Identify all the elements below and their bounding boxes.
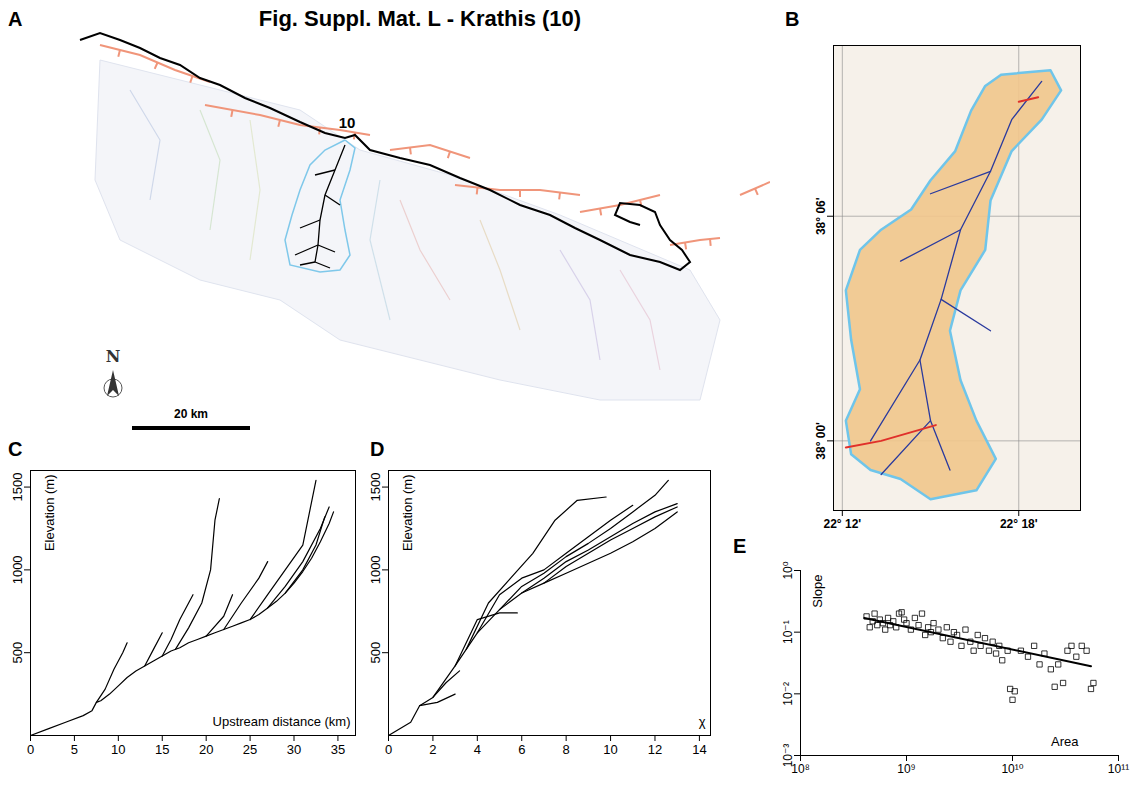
svg-text:1000: 1000: [10, 555, 25, 584]
svg-text:10: 10: [111, 742, 125, 757]
html-text:Fig. Suppl. Mat. L - Krathis (: Fig. Suppl. Mat. L - Krathis (10): [258, 6, 582, 31]
html-text:C: C: [8, 438, 23, 460]
svg-text:Elevation (m): Elevation (m): [400, 475, 415, 552]
svg-text:10⁻²: 10⁻²: [781, 682, 795, 706]
svg-text:5: 5: [71, 742, 78, 757]
svg-text:4: 4: [474, 742, 481, 757]
svg-text:10: 10: [339, 114, 356, 131]
svg-text:Elevation (m): Elevation (m): [42, 475, 57, 552]
svg-text:500: 500: [10, 642, 25, 664]
svg-text:10⁻¹: 10⁻¹: [781, 620, 795, 644]
svg-text:500: 500: [368, 642, 383, 664]
svg-text:14: 14: [692, 742, 706, 757]
html-text:B: B: [785, 8, 800, 30]
svg-text:1500: 1500: [10, 473, 25, 502]
svg-text:10⁰: 10⁰: [781, 561, 795, 579]
svg-text:Slope: Slope: [810, 575, 825, 608]
svg-text:Area: Area: [1051, 734, 1079, 749]
svg-text:25: 25: [243, 742, 257, 757]
svg-text:N: N: [106, 347, 121, 366]
svg-text:10¹¹: 10¹¹: [1108, 762, 1129, 776]
svg-text:38° 00': 38° 00': [814, 422, 828, 460]
html-text:A: A: [8, 8, 23, 30]
svg-text:10⁹: 10⁹: [897, 762, 916, 776]
svg-text:12: 12: [648, 742, 662, 757]
svg-text:1500: 1500: [368, 473, 383, 502]
svg-text:8: 8: [563, 742, 570, 757]
svg-text:0: 0: [27, 742, 34, 757]
svg-text:20: 20: [199, 742, 213, 757]
svg-text:10⁸: 10⁸: [791, 762, 810, 776]
svg-text:10: 10: [603, 742, 617, 757]
svg-text:6: 6: [518, 742, 525, 757]
svg-text:30: 30: [287, 742, 301, 757]
svg-text:χ: χ: [699, 714, 706, 729]
svg-text:Upstream distance (km): Upstream distance (km): [213, 714, 351, 729]
svg-text:15: 15: [155, 742, 169, 757]
svg-text:22° 12': 22° 12': [823, 517, 861, 531]
svg-text:22° 18': 22° 18': [1000, 517, 1038, 531]
html-text:E: E: [733, 535, 747, 557]
svg-text:10⁻³: 10⁻³: [781, 744, 795, 768]
svg-text:0: 0: [385, 742, 392, 757]
svg-text:1000: 1000: [368, 555, 383, 584]
svg-text:2: 2: [429, 742, 436, 757]
svg-text:20 km: 20 km: [174, 407, 208, 421]
svg-text:10¹⁰: 10¹⁰: [1001, 762, 1023, 776]
svg-text:35: 35: [331, 742, 345, 757]
svg-text:38° 06': 38° 06': [814, 197, 828, 235]
html-text:D: D: [370, 438, 385, 460]
